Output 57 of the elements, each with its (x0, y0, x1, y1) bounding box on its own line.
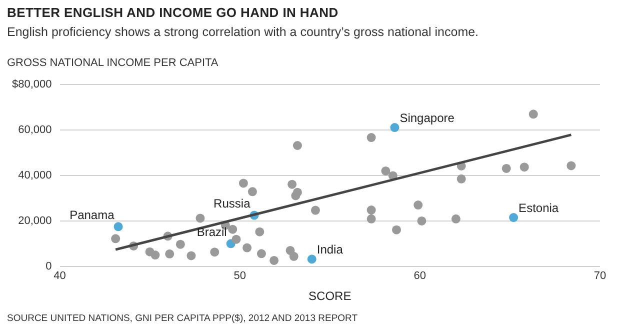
point (150, 250, 160, 260)
point (186, 251, 196, 260)
point (366, 133, 376, 142)
point (176, 240, 185, 249)
annotation: Singapore (400, 110, 455, 125)
point (392, 225, 402, 234)
point (502, 164, 511, 173)
point (566, 161, 576, 170)
annotation: Brazil (196, 224, 227, 239)
point (292, 141, 302, 150)
point (310, 206, 320, 215)
point (390, 123, 400, 132)
point (248, 187, 257, 196)
y-tick-label: 20,000 (18, 214, 52, 227)
x-tick-label: 50 (234, 270, 246, 282)
y-axis-title: GROSS NATIONAL INCOME PER CAPITA (7, 57, 218, 69)
point (307, 254, 316, 264)
point (288, 180, 297, 189)
x-axis-title: SCORE (308, 289, 352, 304)
y-tick-label: $80,000 (12, 78, 52, 91)
annotation: India (316, 242, 344, 256)
point (520, 162, 529, 172)
chart-subtitle: English proficiency shows a strong correlation with a country’s gross national income. (7, 25, 479, 39)
point (417, 216, 426, 226)
point (291, 191, 300, 200)
source-note: SOURCE UNITED NATIONS, GNI PER CAPITA PPP($), 2012 AND 2013 REPORT (7, 313, 358, 324)
point (509, 213, 518, 222)
point (242, 243, 252, 252)
point (270, 256, 279, 265)
point (255, 227, 264, 236)
point (456, 174, 466, 184)
point (256, 249, 266, 258)
point (232, 234, 241, 244)
x-tick-label: 60 (414, 270, 426, 282)
point (451, 214, 460, 224)
y-tick-label: 0 (46, 260, 52, 272)
point (381, 166, 390, 176)
point (210, 248, 220, 257)
x-tick-label: 40 (54, 270, 66, 282)
y-tick-label: 40,000 (18, 170, 52, 182)
point (114, 222, 123, 232)
point (289, 252, 298, 261)
point (165, 249, 174, 258)
point (366, 206, 376, 215)
x-tick-label: 70 (594, 270, 606, 282)
y-tick-label: 60,000 (18, 124, 52, 136)
point (238, 178, 248, 188)
point (414, 200, 423, 210)
point (528, 110, 538, 119)
chart-title: BETTER ENGLISH AND INCOME GO HAND IN HAND (7, 5, 338, 20)
point (228, 224, 238, 234)
point (196, 214, 205, 223)
annotation: Russia (214, 196, 251, 211)
annotation: Panama (70, 208, 115, 222)
point (366, 214, 376, 224)
point (111, 234, 120, 244)
annotation: Estonia (518, 200, 559, 215)
